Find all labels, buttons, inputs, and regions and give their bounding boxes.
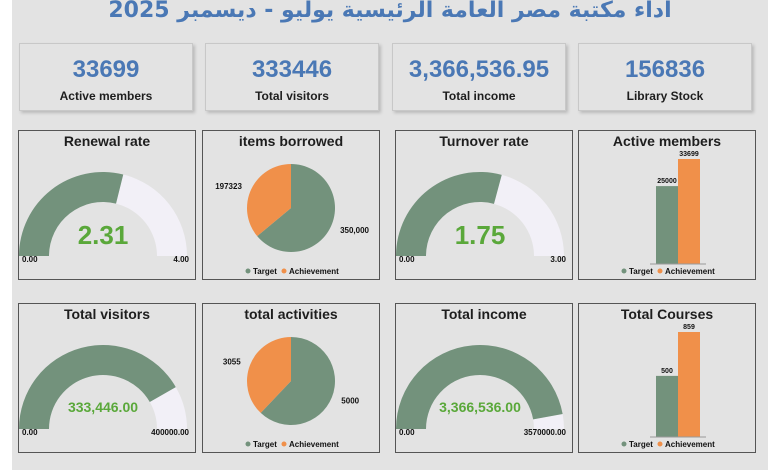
gauge-max-label: 3570000.00 <box>524 428 567 437</box>
chart-title: Turnover rate <box>439 133 529 149</box>
chart-title: items borrowed <box>238 133 344 149</box>
legend-achievement-marker <box>281 441 287 447</box>
pie-slice-achievement <box>247 164 291 237</box>
bar-achievement <box>678 332 700 437</box>
legend-achievement-label: Achievement <box>289 267 339 276</box>
pie-data-label: 197323 <box>215 182 242 191</box>
gauge-chart: 2.31 0.00 4.00 <box>19 171 190 264</box>
kpi-value: 3,366,536.95 <box>408 56 550 83</box>
kpi-label: Total visitors <box>255 89 329 103</box>
kpi-value: 33699 <box>72 56 140 83</box>
chart-card-renewal-rate: Renewal rate 2.31 0.00 4.00 <box>18 130 196 280</box>
gauge-chart: 1.75 0.00 3.00 <box>396 172 567 264</box>
chart-title: Total visitors <box>63 306 151 322</box>
legend-target-marker <box>621 268 627 274</box>
bar-data-label: 33699 <box>679 151 699 158</box>
pie-data-label: 3055 <box>223 358 241 367</box>
bar-achievement <box>678 159 700 264</box>
pie-slice-target <box>257 164 335 252</box>
gauge-min-label: 0.00 <box>399 428 415 437</box>
page-title: اداء مكتبة مصر العامة الرئيسية يوليو - د… <box>108 0 672 23</box>
gauge-chart: 333,446.00 0.00 400000.00 <box>19 345 190 437</box>
chart-card-active-members: Active members 25000 33699 Target Achieveme… <box>578 130 756 280</box>
gauge-max-label: 400000.00 <box>151 428 189 437</box>
legend-target-marker <box>621 441 627 447</box>
kpi-card-active-members: 33699 Active members <box>19 43 193 111</box>
legend-target-label: Target <box>629 267 653 276</box>
gauge-min-label: 0.00 <box>399 255 415 264</box>
chart-card-turnover-rate: Turnover rate 1.75 0.00 3.00 <box>395 130 573 280</box>
gauge-min-label: 0.00 <box>22 255 38 264</box>
legend-target-label: Target <box>253 440 277 449</box>
legend-achievement-marker <box>657 268 663 274</box>
chart-card-total-activities: total activities 5000 3055 Target Achieveme… <box>202 303 380 453</box>
kpi-value: 156836 <box>624 56 706 83</box>
gauge-value-arc <box>19 345 176 429</box>
gauge-value-label: 333,446.00 <box>68 399 138 415</box>
gauge-value-label: 2.31 <box>78 220 129 250</box>
chart-card-total-visitors: Total visitors 333,446.00 0.00 400000.00 <box>18 303 196 453</box>
gauge-value-arc <box>396 172 502 256</box>
gauge-value-arc <box>396 345 563 429</box>
chart-title: total activities <box>244 306 338 322</box>
chart-title: Renewal rate <box>63 133 151 149</box>
legend-achievement-label: Achievement <box>665 440 715 449</box>
gauge-value-label: 3,366,536.00 <box>439 399 521 415</box>
gauge-remaining-arc <box>149 387 187 429</box>
legend-target-marker <box>245 268 251 274</box>
chart-title: Total Courses <box>620 306 714 322</box>
bar-target <box>656 186 678 264</box>
bar-target <box>656 375 678 437</box>
bar-chart: 500 859 Target Achievement <box>621 324 715 449</box>
gauge-value-label: 1.75 <box>455 220 506 250</box>
gauge-max-label: 3.00 <box>550 255 566 264</box>
gauge-value-arc <box>19 171 124 256</box>
legend-achievement-marker <box>281 268 287 274</box>
legend-target-label: Target <box>629 440 653 449</box>
dashboard-frame: اداء مكتبة مصر العامة الرئيسية يوليو - د… <box>12 0 768 470</box>
chart-card-total-courses: Total Courses 500 859 Target Achievement <box>578 303 756 453</box>
pie-slice-target <box>260 337 335 425</box>
bar-data-label: 500 <box>661 368 673 375</box>
pie-chart: 5000 3055 Target Achievement <box>223 337 360 449</box>
legend-achievement-label: Achievement <box>289 440 339 449</box>
kpi-card-library-stock: 156836 Library Stock <box>578 43 752 111</box>
chart-title: Total income <box>441 306 527 322</box>
legend-target-marker <box>245 441 251 447</box>
pie-data-label: 350,000 <box>340 226 369 235</box>
kpi-card-total-visitors: 333446 Total visitors <box>205 43 379 111</box>
chart-card-items-borrowed: items borrowed 350,000 197323 Target Achiev… <box>202 130 380 280</box>
gauge-chart: 3,366,536.00 0.00 3570000.00 <box>396 345 567 437</box>
gauge-max-label: 4.00 <box>173 255 189 264</box>
legend-achievement-marker <box>657 441 663 447</box>
kpi-value: 333446 <box>251 56 333 83</box>
pie-slice-achievement <box>247 337 291 413</box>
gauge-remaining-arc <box>493 174 564 256</box>
kpi-label: Total income <box>442 89 516 103</box>
bar-chart: 25000 33699 Target Achievement <box>621 151 715 276</box>
gauge-min-label: 0.00 <box>22 428 38 437</box>
gauge-remaining-arc <box>116 174 187 256</box>
chart-card-total-income: Total income 3,366,536.00 0.00 3570000.00 <box>395 303 573 453</box>
gauge-remaining-arc <box>533 414 564 429</box>
kpi-label: Library Stock <box>626 89 704 103</box>
pie-data-label: 5000 <box>341 396 359 405</box>
bar-data-label: 859 <box>683 324 695 331</box>
legend-target-label: Target <box>253 267 277 276</box>
bar-data-label: 25000 <box>657 178 677 185</box>
chart-title: Active members <box>612 133 722 149</box>
pie-chart: 350,000 197323 Target Achievement <box>215 164 370 276</box>
kpi-card-total-income: 3,366,536.95 Total income <box>392 43 566 111</box>
kpi-label: Active members <box>59 89 153 103</box>
legend-achievement-label: Achievement <box>665 267 715 276</box>
